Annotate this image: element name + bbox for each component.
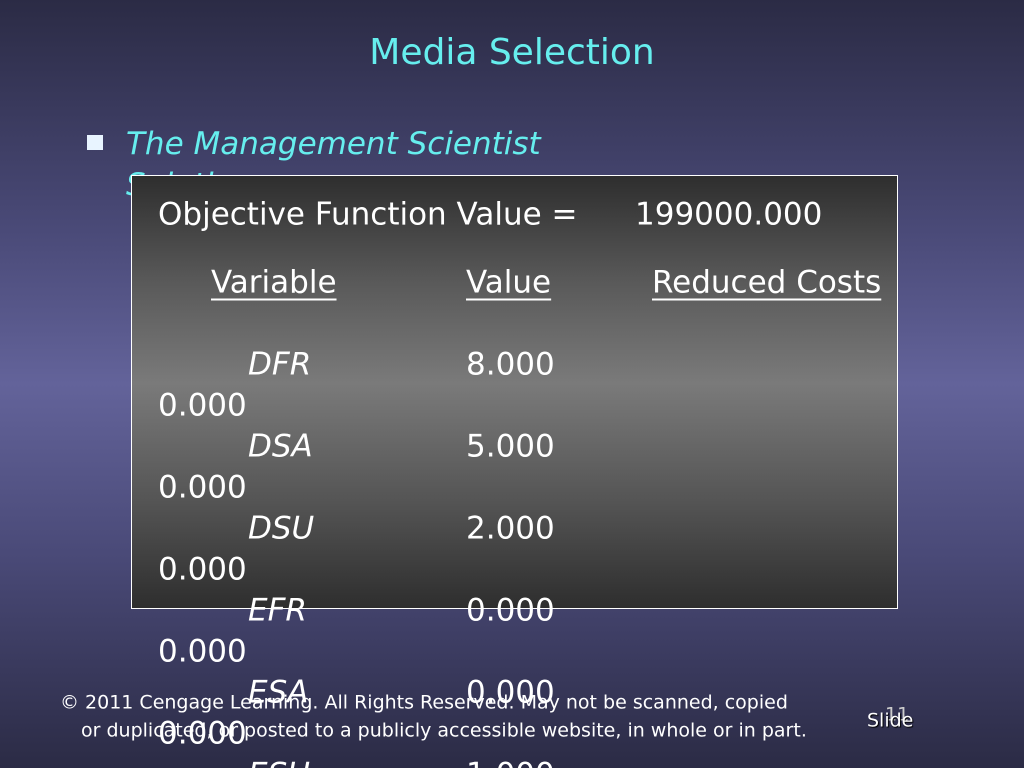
variable-value: 5.000: [466, 428, 555, 465]
copyright: or duplicated, or posted to a publicly a…: [81, 719, 807, 742]
copyright: © 2011 Cengage Learning. All Rights Rese…: [60, 691, 788, 714]
reduced-cost: 0.000: [158, 551, 247, 588]
variable-name: ESU: [248, 759, 310, 768]
variable-value: 0.000: [466, 674, 555, 711]
reduced-cost: 0.000: [158, 387, 247, 424]
slide-title: Media Selection: [369, 32, 655, 73]
variable-value: 2.000: [466, 510, 555, 547]
bullet-marker: [87, 135, 103, 150]
column-header: Value: [466, 264, 552, 301]
slide-number: 11: [885, 703, 910, 726]
variable-value: 1.000: [466, 759, 555, 768]
variable-name: DSA: [248, 428, 313, 465]
variable-value: 0.000: [466, 592, 555, 629]
reduced-cost: 0.000: [158, 715, 247, 752]
column-header: Variable: [211, 264, 337, 301]
variable-name: DSU: [248, 510, 315, 547]
reduced-cost: 0.000: [158, 469, 247, 506]
objective-value: 199000.000: [635, 196, 823, 233]
column-header: Reduced Costs: [652, 264, 882, 301]
reduced-cost: 0.000: [158, 633, 247, 670]
variable-value: 8.000: [466, 346, 555, 383]
variable-name: DFR: [248, 346, 312, 383]
output-box: [131, 175, 898, 609]
variable-name: EFR: [248, 592, 307, 629]
slide-label: Slide: [867, 709, 914, 732]
objective-label: Objective Function Value =: [158, 196, 578, 233]
variable-name: ESA: [248, 674, 309, 711]
